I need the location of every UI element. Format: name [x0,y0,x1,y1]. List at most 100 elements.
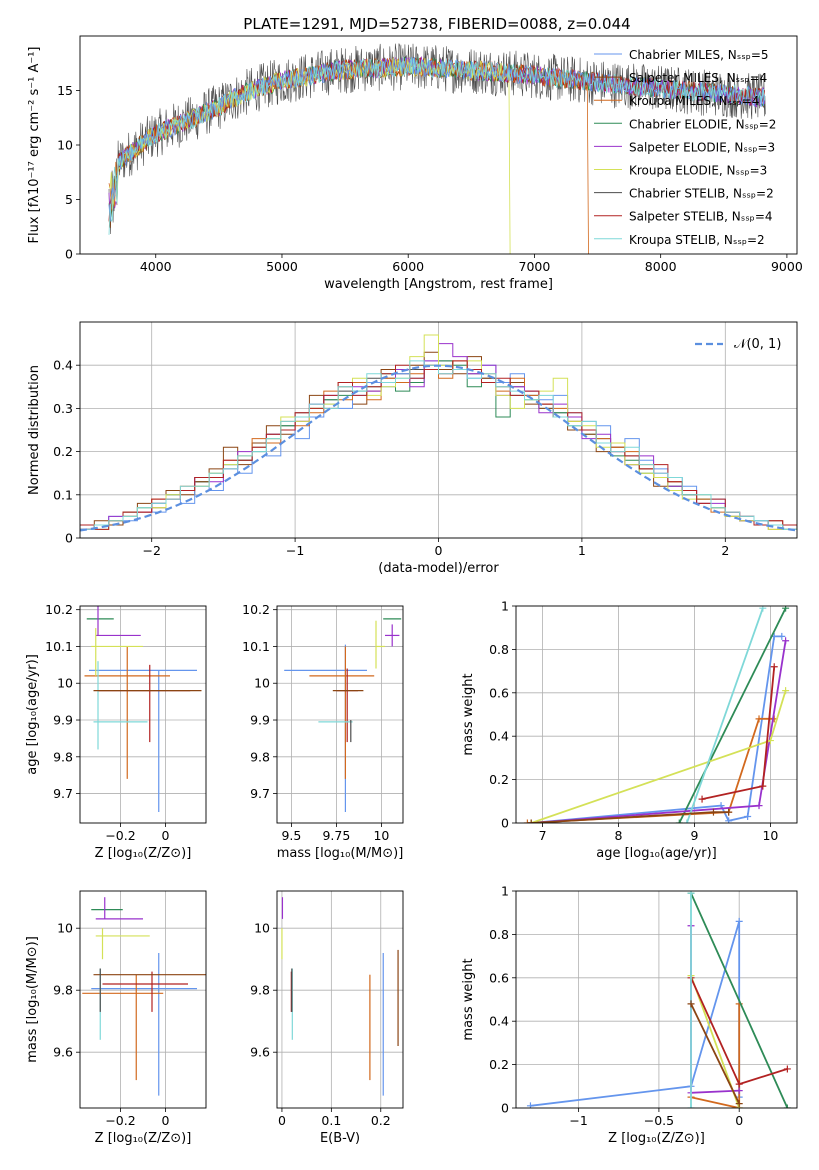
spectrum-xtick-label-3: 7000 [519,259,551,274]
residuals-ytick-label-4: 0.4 [53,358,73,373]
weight-z-ytick-label-1: 0.2 [489,1057,509,1072]
mass-ebv-xtick-label-2: 0.2 [371,1113,391,1128]
spectrum-xtick-label-5: 9000 [771,259,803,274]
residuals-legend: 𝒩(0, 1) [695,337,781,352]
mass-z-point-0 [91,953,197,1096]
spectrum-xtick-label-1: 5000 [266,259,298,274]
age-mass-point-0 [284,644,367,812]
weight-age-plot-area [523,606,790,823]
residuals-xtick-label-1: −1 [286,543,304,558]
age-z-point-6 [93,661,148,750]
spectrum-legend-label-6: Chabrier STELIB, Nₛₛₚ=2 [629,187,774,201]
spectrum-legend: Chabrier MILES, Nₛₛₚ=5 Salpeter MILES, Nₛ… [594,48,776,247]
weight-z-panel: −1 −0.5 0 0 0.2 0.4 0.6 0.8 1 Z [log₁₀(Z/Z⊙)] mass… [461,884,798,1146]
weight-age-ytick-label-0: 0 [501,816,509,831]
mass-z-xlabel: Z [log₁₀(Z/Z⊙)] [95,1131,192,1146]
weight-age-ytick-label-1: 0.2 [489,772,509,787]
weight-age-ylabel: mass weight [461,673,476,755]
weight-z-xtick-label-0: −1 [569,1113,587,1128]
weight-z-marker-3-2 [735,1087,743,1095]
age-mass-frame [276,605,404,824]
residuals-xtick-label-0: −2 [142,543,160,558]
age-z-ytick-label-4: 10.1 [45,639,73,654]
weight-age-series-line-3 [531,640,787,823]
residuals-plot-area [80,334,797,532]
residuals-ytick-label-1: 0.1 [53,487,73,502]
weight-age-marker-1-0 [523,819,531,823]
mass-ebv-ytick-label-0: 9.6 [250,1045,270,1060]
weight-age-marker-6-0 [683,819,691,823]
age-mass-ytick-label-2: 9.9 [250,713,270,728]
mass-ebv-ytick-label-2: 10 [254,921,270,936]
spectrum-legend-label-3: Chabrier ELODIE, Nₛₛₚ=2 [629,117,776,131]
mass-ebv-frame [276,890,404,1109]
mass-z-point-3 [95,897,143,920]
spectrum-series-line-2 [108,57,589,254]
weight-age-xtick-label-1: 8 [615,828,623,843]
age-z-point-1 [84,646,170,779]
weight-age-xtick-label-0: 7 [539,828,547,843]
mass-ebv-xlabel: E(B-V) [320,1131,360,1146]
age-z-ytick-label-5: 10.2 [45,602,73,617]
spectrum-xtick-label-4: 8000 [645,259,677,274]
mass-z-point-5 [102,971,188,1012]
spectrum-xlabel: wavelength [Angstrom, rest frame] [324,277,553,292]
mass-z-panel: −0.2 0 9.6 9.8 10 Z [log₁₀(Z/Z⊙)] mass [log₁₀(… [25,890,207,1146]
age-mass-ytick-label-0: 9.7 [250,786,270,801]
weight-z-xtick-label-2: 0 [735,1113,743,1128]
weight-z-marker-0-2 [735,917,743,925]
age-z-point-4 [91,628,143,676]
mass-z-xtick-label-1: 0 [162,1113,170,1128]
age-z-xlabel: Z [log₁₀(Z/Z⊙)] [95,846,192,861]
weight-age-ytick-label-5: 1 [501,599,509,614]
weight-z-xlabel: Z [log₁₀(Z/Z⊙)] [608,1131,705,1146]
mass-z-xtick-label-0: −0.2 [105,1113,135,1128]
spectrum-legend-label-0: Chabrier MILES, Nₛₛₚ=5 [629,48,769,62]
age-mass-point-3 [385,624,400,647]
spectrum-ylabel: Flux [fλ10⁻¹⁷ erg cm⁻² s⁻¹ A⁻¹] [27,47,42,244]
weight-z-xtick-label-1: −0.5 [644,1113,674,1128]
residuals-xtick-label-2: 0 [435,543,443,558]
age-z-point-3 [95,606,141,637]
weight-z-series-line-1 [690,1003,741,1108]
weight-age-marker-1-2 [755,715,763,723]
weight-age-ytick-label-4: 0.8 [489,642,509,657]
age-mass-point-1 [309,646,375,779]
weight-age-marker-4-2 [782,687,790,695]
spectrum-legend-label-8: Kroupa STELIB, Nₛₛₚ=2 [629,233,765,247]
spectrum-series-line-5 [108,58,511,254]
weight-z-marker-0-0 [526,1102,534,1108]
mass-ebv-ytick-label-1: 9.8 [250,983,270,998]
weight-z-marker-2-1 [783,1104,791,1108]
age-mass-point-4 [375,620,385,669]
age-z-xtick-label-0: −0.2 [105,828,135,843]
weight-z-marker-5-1 [735,1080,743,1088]
age-mass-xtick-label-2: 10 [373,828,389,843]
residuals-ytick-label-3: 0.3 [53,401,73,416]
age-z-xtick-label-1: 0 [162,828,170,843]
weight-age-series-line-0 [531,635,782,823]
mass-ebv-panel: 0 0.1 0.2 9.6 9.8 10 E(B-V) [250,890,404,1146]
age-z-ytick-label-3: 10 [57,676,73,691]
weight-age-marker-7-2 [725,808,733,816]
residuals-xtick-label-3: 1 [578,543,586,558]
weight-age-marker-3-1 [755,802,763,810]
weight-age-series-line-2 [678,607,787,823]
weight-age-marker-7-1 [709,808,717,816]
spectrum-legend-label-1: Salpeter MILES, Nₛₛₚ=4 [629,71,767,85]
age-mass-xlabel: mass [log₁₀(M/M⊙)] [277,846,404,861]
weight-age-ytick-label-2: 0.4 [489,729,509,744]
residuals-panel: −2 −1 0 1 2 0 0.1 0.2 0.3 0.4 (data-model)/error No… [27,321,798,576]
age-mass-xtick-label-0: 9.5 [281,828,301,843]
spectrum-legend-label-7: Salpeter STELIB, Nₛₛₚ=4 [629,210,773,224]
weight-z-plot-area [526,891,791,1108]
weight-age-series-line-6 [686,607,764,823]
residuals-legend-label: 𝒩(0, 1) [734,337,781,352]
mass-z-point-1 [82,974,164,1081]
residuals-ytick-label-0: 0 [65,531,73,546]
mass-z-ytick-label-0: 9.6 [53,1045,73,1060]
weight-z-frame [515,890,798,1109]
age-mass-ytick-label-1: 9.8 [250,749,270,764]
residuals-xtick-label-4: 2 [721,543,729,558]
weight-age-marker-3-2 [782,637,790,645]
